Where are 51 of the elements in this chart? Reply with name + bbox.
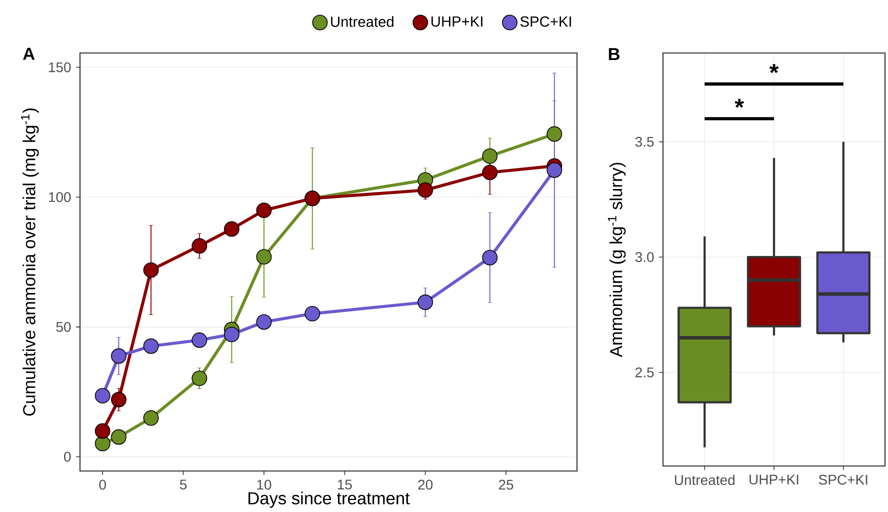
point	[256, 202, 272, 218]
point	[418, 182, 434, 198]
point	[304, 306, 320, 322]
point	[94, 436, 110, 452]
point	[192, 370, 208, 386]
point	[546, 126, 562, 142]
point	[143, 262, 159, 278]
y-tick-label: 50	[56, 322, 71, 332]
x-tick-label: UHP+KI	[750, 474, 798, 484]
x-tick-label: 0	[99, 480, 106, 490]
x-axis-title: Days since treatment	[248, 492, 410, 508]
point	[94, 423, 110, 439]
point	[418, 294, 434, 310]
point	[256, 249, 272, 265]
x-tick-label: 25	[498, 480, 514, 490]
point	[111, 429, 126, 445]
y-axis-title: Ammonium (g kg$^{-1}$ slurry)	[608, 162, 626, 358]
point	[256, 314, 272, 330]
annotation: *	[734, 98, 744, 108]
point	[111, 348, 126, 364]
point	[143, 410, 159, 426]
y-tick-label: 100	[49, 192, 71, 202]
annotation: *	[769, 64, 779, 74]
y-tick-label: 3.5	[635, 136, 654, 147]
y-tick-label: 3.0	[635, 252, 654, 262]
point	[482, 148, 498, 164]
x-tick-label: SPC+KI	[818, 474, 868, 485]
point	[482, 164, 498, 180]
y-tick-label: 150	[49, 62, 71, 72]
x-tick-label: Untreated	[674, 474, 734, 486]
x-tick-label: 10	[257, 480, 272, 490]
x-tick-label: 15	[338, 480, 352, 490]
point	[546, 162, 562, 178]
point	[224, 326, 240, 342]
point	[224, 221, 240, 237]
chart-title: B	[608, 48, 620, 60]
legend-label: UHP+KI	[431, 16, 482, 27]
point	[192, 238, 208, 254]
y-tick-label: 2.5	[636, 367, 654, 378]
point	[482, 250, 498, 266]
point	[143, 338, 159, 354]
point	[94, 388, 110, 404]
x-tick-label: 5	[180, 480, 187, 490]
legend-label: Untreated	[331, 16, 394, 27]
x-tick-label: 20	[418, 480, 433, 490]
point	[111, 392, 126, 408]
y-tick-label: 0	[64, 452, 71, 462]
chart-title: A	[23, 48, 35, 60]
legend-label: SPC+KI	[520, 16, 571, 27]
y-axis-title: Cumulative ammonia over trial (mg kg$^{-1}$)	[21, 108, 39, 416]
point	[192, 332, 208, 348]
